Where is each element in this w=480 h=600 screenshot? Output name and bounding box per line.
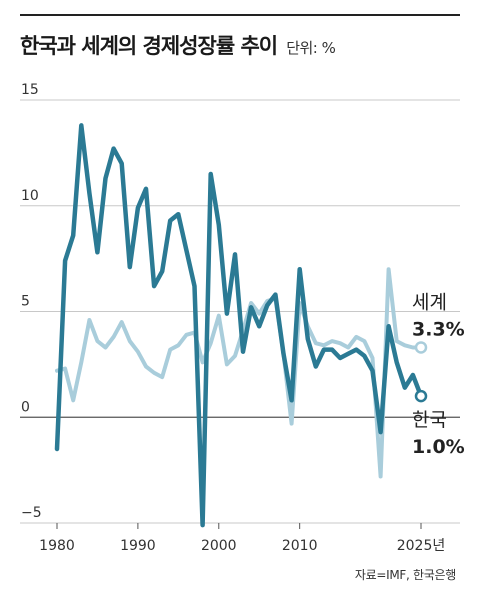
x-tick-label: 2025년 bbox=[397, 538, 446, 554]
top-rule bbox=[20, 14, 460, 16]
y-tick-label: 10 bbox=[21, 188, 39, 204]
series-line-world bbox=[55, 267, 423, 479]
series-line-korea bbox=[54, 123, 424, 528]
x-tick-label: 1990 bbox=[120, 538, 156, 554]
source-note: 자료=IMF, 한국은행 bbox=[354, 568, 456, 582]
unit-label: 단위: % bbox=[286, 39, 336, 57]
y-tick-label: 15 bbox=[21, 82, 39, 98]
y-tick-label: 5 bbox=[21, 294, 30, 310]
chart-title: 한국과 세계의 경제성장률 추이 bbox=[20, 34, 278, 58]
endpoint-marker-korea bbox=[414, 389, 428, 403]
x-tick-label: 1980 bbox=[39, 538, 75, 554]
y-tick-label: −5 bbox=[21, 505, 42, 521]
endpoint-marker-world bbox=[414, 341, 428, 354]
y-tick-label: 0 bbox=[21, 399, 30, 415]
title-row: 한국과 세계의 경제성장률 추이 단위: % bbox=[20, 30, 336, 60]
end-label-korea: 한국 bbox=[412, 409, 447, 431]
x-tick-label: 2000 bbox=[201, 538, 237, 554]
end-value-korea: 1.0% bbox=[412, 436, 465, 458]
end-label-world: 세계 bbox=[412, 291, 447, 313]
end-value-world: 3.3% bbox=[412, 318, 465, 340]
x-tick-label: 2010 bbox=[282, 538, 318, 554]
